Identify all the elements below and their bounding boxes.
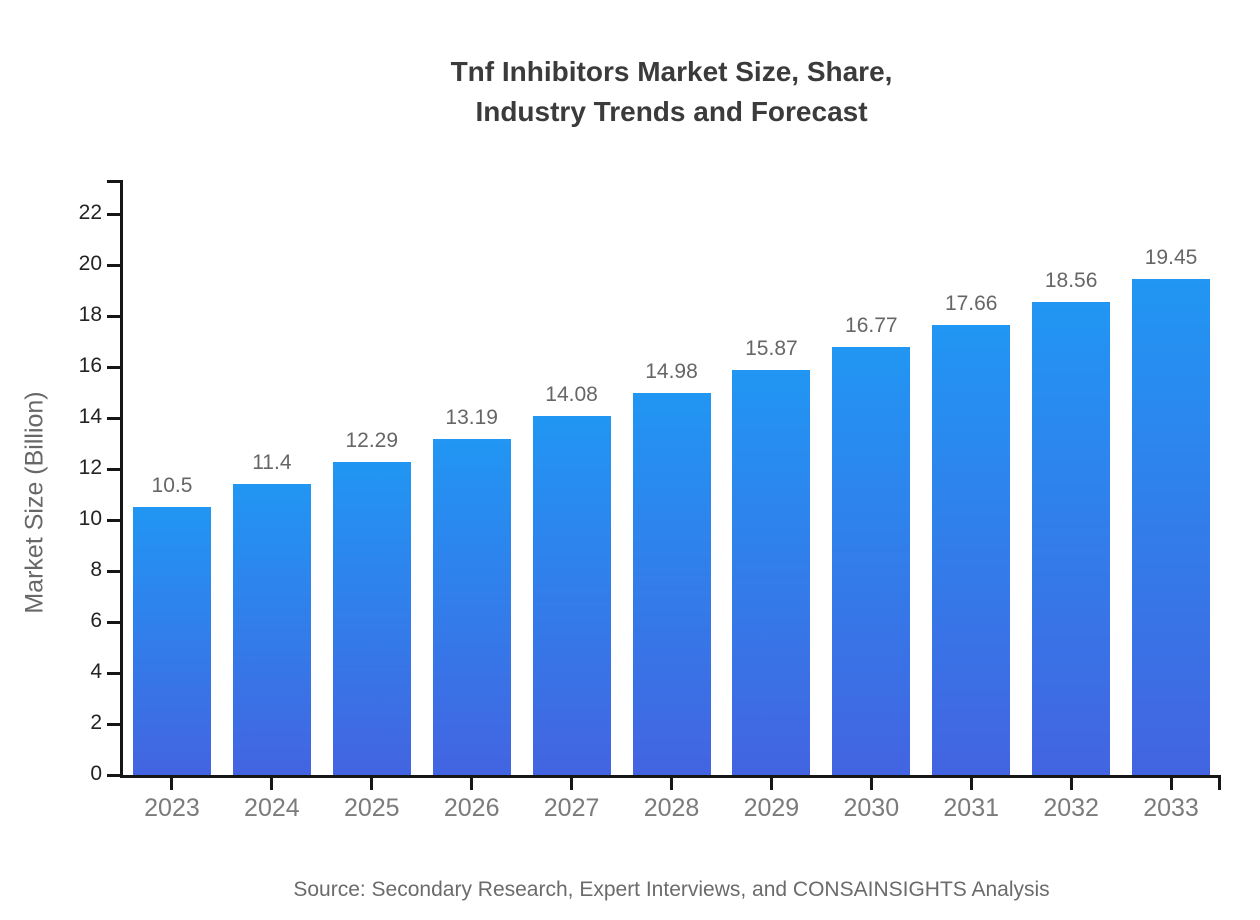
- y-tick-label-6: 6: [90, 609, 102, 632]
- bar-value-label-2027: 14.08: [545, 382, 598, 406]
- x-tick-label-2029: 2029: [743, 794, 800, 822]
- x-tick-2025: [370, 778, 374, 790]
- x-tick-label-2027: 2027: [543, 794, 600, 822]
- bar-2025: [332, 461, 411, 775]
- bar-2023: [132, 507, 211, 775]
- x-tick-label-2032: 2032: [1043, 794, 1099, 822]
- x-tick-2031: [969, 778, 973, 790]
- y-tick-20: [107, 263, 121, 267]
- x-tick-label-2033: 2033: [1143, 794, 1199, 822]
- bar-value-label-2025: 12.29: [345, 428, 399, 452]
- y-tick-label-8: 8: [90, 558, 102, 581]
- y-axis-label: Market Size (Billion): [20, 391, 49, 614]
- bar-2024: [232, 484, 311, 775]
- x-axis-line: [120, 775, 1221, 778]
- y-axis-end-cap-tick: [107, 180, 121, 183]
- bar-2029: [732, 370, 811, 775]
- y-tick-label-16: 16: [78, 354, 102, 377]
- y-tick-label-22: 22: [78, 201, 102, 224]
- bar-2030: [832, 347, 911, 775]
- y-tick-label-2: 2: [90, 711, 102, 734]
- y-tick-2: [107, 722, 121, 726]
- y-tick-label-18: 18: [78, 303, 102, 326]
- y-tick-18: [107, 314, 121, 318]
- x-tick-label-2024: 2024: [244, 794, 300, 822]
- chart-title-line1: Tnf Inhibitors Market Size, Share,: [450, 56, 893, 87]
- source-note: Source: Secondary Research, Expert Inter…: [293, 878, 1050, 901]
- x-tick-label-2026: 2026: [443, 794, 500, 822]
- x-tick-2024: [270, 778, 274, 790]
- bar-2033: [1132, 279, 1211, 775]
- x-tick-2029: [769, 778, 773, 790]
- bar-value-label-2031: 17.66: [944, 291, 998, 315]
- x-tick-label-2023: 2023: [144, 794, 200, 822]
- chart-title: Tnf Inhibitors Market Size, Share, Indus…: [122, 52, 1221, 132]
- y-tick-14: [107, 416, 121, 420]
- y-tick-label-14: 14: [78, 405, 102, 428]
- y-tick-10: [107, 518, 121, 522]
- bar-2027: [532, 415, 611, 775]
- bar-value-label-2026: 13.19: [445, 405, 498, 429]
- x-tick-2027: [570, 778, 574, 790]
- y-tick-22: [107, 212, 121, 216]
- y-tick-8: [107, 569, 121, 573]
- x-axis-end-cap-tick: [1218, 778, 1221, 790]
- x-tick-label-2031: 2031: [943, 794, 1000, 822]
- x-tick-2026: [470, 778, 474, 790]
- bar-2032: [1032, 301, 1111, 775]
- y-tick-label-0: 0: [90, 762, 102, 785]
- y-tick-0: [107, 773, 121, 777]
- bar-value-label-2029: 15.87: [745, 337, 798, 361]
- y-tick-16: [107, 365, 121, 369]
- y-tick-label-4: 4: [90, 660, 102, 683]
- x-tick-label-2028: 2028: [643, 794, 700, 822]
- y-tick-4: [107, 671, 121, 675]
- bar-value-label-2023: 10.5: [151, 474, 193, 498]
- x-tick-2030: [869, 778, 873, 790]
- bar-value-label-2024: 11.4: [252, 451, 292, 475]
- y-tick-12: [107, 467, 121, 471]
- y-tick-label-10: 10: [78, 507, 102, 530]
- bar-2031: [932, 324, 1011, 775]
- y-tick-label-20: 20: [78, 252, 102, 275]
- bar-value-label-2033: 19.45: [1144, 246, 1198, 270]
- x-tick-2023: [170, 778, 174, 790]
- bar-2026: [432, 438, 511, 775]
- x-tick-2032: [1069, 778, 1073, 790]
- bar-value-label-2028: 14.98: [645, 360, 698, 383]
- x-tick-label-2030: 2030: [843, 794, 900, 822]
- x-tick-2028: [670, 778, 673, 790]
- bar-value-label-2032: 18.56: [1044, 268, 1098, 292]
- x-tick-2033: [1169, 778, 1173, 790]
- bar-2028: [632, 393, 711, 775]
- y-axis-line: [120, 180, 123, 778]
- chart-title-line2: Industry Trends and Forecast: [475, 96, 868, 127]
- y-tick-label-12: 12: [78, 456, 102, 479]
- bar-value-label-2030: 16.77: [845, 314, 898, 338]
- x-tick-label-2025: 2025: [343, 794, 400, 822]
- y-tick-6: [107, 620, 121, 624]
